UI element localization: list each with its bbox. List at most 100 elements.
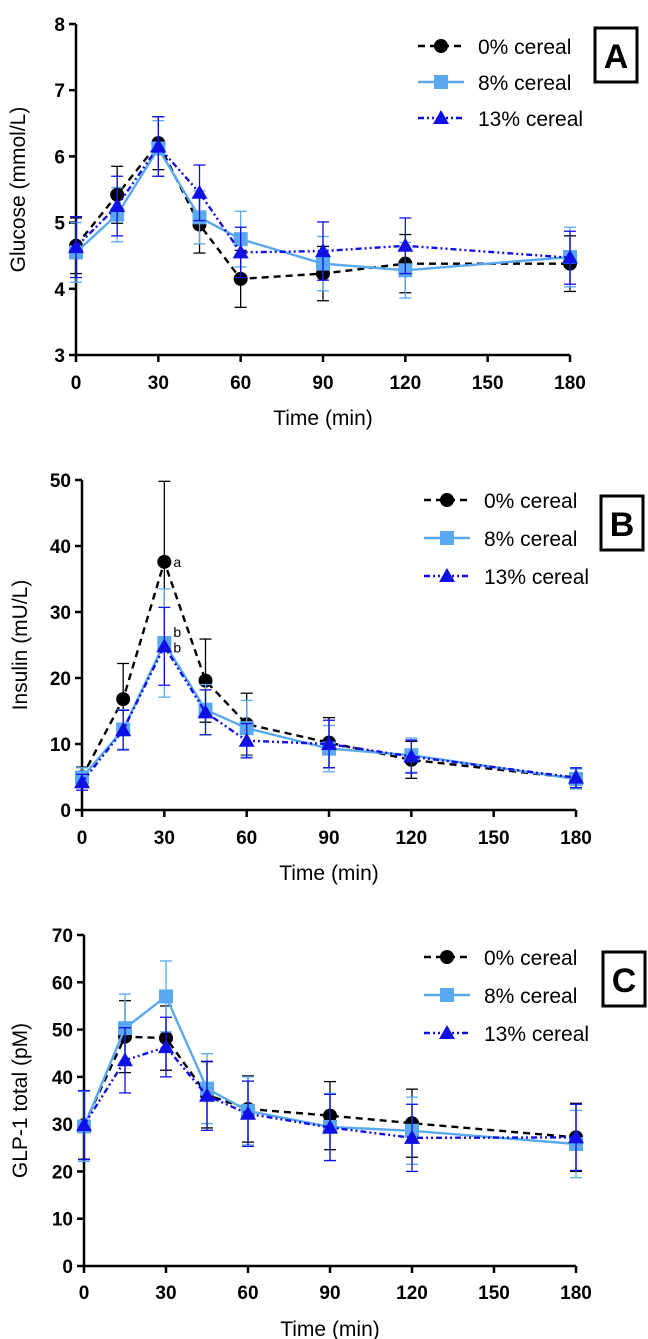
data-point-triangle [568,1129,584,1144]
legend-marker-circle [440,950,454,964]
series-line [75,146,571,272]
data-point-triangle [109,198,126,213]
x-tick-label: 90 [312,373,333,394]
x-tick-label: 120 [389,373,421,394]
series-line [75,140,570,281]
y-tick-label: 5 [54,214,65,235]
x-tick-label: 0 [79,1283,90,1304]
legend: 0% cereal 8% cereal 13% cereal [418,36,583,131]
y-tick-label: 0 [62,1257,73,1278]
annotation-label: b [173,624,181,640]
y-tick-label: 3 [54,346,65,367]
x-tick-label: 120 [395,828,427,849]
legend-label: 8% cereal [484,985,577,1008]
series-13-cereal [76,1016,584,1173]
series-13-cereal [68,116,578,285]
legend-marker-square [440,988,454,1002]
panel-b: 0 30 60 90 120 150 180 0 10 20 30 40 50 Time (min) Ins… [9,471,645,885]
x-tick-label: 120 [396,1283,428,1304]
series-13-cereal [74,606,584,791]
x-tick-label: 150 [478,1283,510,1304]
y-axis-title: Insulin (mU/L) [9,580,32,711]
y-tick-label: 30 [50,603,71,624]
x-tick-label: 90 [319,1283,340,1304]
data-point-circle [157,554,172,569]
y-tick-label: 40 [50,537,71,558]
annotation-label: a [173,554,181,570]
legend-label: 0% cereal [484,947,577,970]
data-point-triangle [397,237,414,252]
x-tick-label: 180 [560,828,592,849]
data-point-triangle [197,704,214,719]
x-axis-title: Time (min) [279,862,379,885]
panel-letter: A [604,38,629,76]
series-line [75,144,571,259]
legend-label: 13% cereal [484,1023,589,1046]
data-point-triangle [568,769,584,784]
y-tick-label: 10 [50,735,71,756]
data-point-triangle [74,774,90,789]
legend-marker-triangle [439,568,455,582]
x-tick-label: 150 [472,373,504,394]
data-point-triangle [322,1119,338,1134]
series-line [81,643,577,784]
data-point-triangle [403,748,420,763]
data-point-triangle [76,1117,92,1132]
legend-marker-square [440,531,454,545]
x-tick-label: 30 [155,1283,176,1304]
legend-label: 8% cereal [478,72,571,95]
data-point-triangle [158,1039,174,1054]
y-tick-label: 7 [54,81,65,102]
data-point-triangle [238,732,255,747]
legend-label: 8% cereal [484,528,577,551]
y-tick-label: 10 [52,1210,73,1231]
y-axis-title: Glucose (mmol/L) [7,107,30,273]
data-point-triangle [321,736,337,750]
data-point-triangle [68,239,84,254]
y-tick-label: 40 [52,1068,73,1089]
legend-label: 0% cereal [484,490,577,513]
y-tick-label: 60 [52,973,73,994]
data-point-triangle [232,244,249,259]
data-point-triangle [156,638,173,653]
data-point-triangle [117,1052,133,1067]
x-tick-label: 30 [148,373,169,394]
x-tick-label: 0 [71,373,82,394]
y-tick-label: 30 [52,1115,73,1136]
data-point-triangle [150,138,167,153]
legend: 0% cereal 8% cereal 13% cereal [424,490,589,589]
panel-letter-box [593,26,639,84]
data-point-triangle [315,243,331,258]
x-tick-label: 60 [237,1283,258,1304]
legend-label: 0% cereal [478,36,571,59]
series-line [82,1035,577,1139]
y-tick-label: 6 [54,147,65,168]
y-tick-label: 0 [60,801,71,822]
y-tick-label: 50 [50,471,71,492]
legend-marker-circle [440,493,454,507]
x-tick-label: 60 [236,828,257,849]
x-tick-label: 30 [154,828,175,849]
series-line [80,557,577,780]
data-point-triangle [240,1105,256,1120]
x-tick-label: 60 [230,373,251,394]
data-point-triangle [404,1129,420,1144]
legend-marker-triangle [439,1025,455,1039]
x-axis-title: Time (min) [280,1318,380,1339]
y-tick-label: 70 [52,926,73,947]
data-point-triangle [115,722,132,737]
legend: 0% cereal 8% cereal 13% cereal [424,947,589,1046]
data-point-triangle [562,249,578,264]
data-point-square [159,989,173,1004]
legend-label: 13% cereal [478,108,583,131]
panel-letter-box [601,950,647,1008]
x-axis-title: Time (min) [273,407,373,430]
legend-marker-circle [434,39,448,53]
x-tick-label: 0 [77,828,88,849]
annotation-label: b [173,640,181,656]
y-tick-label: 4 [54,280,65,301]
legend-marker-triangle [433,110,449,124]
y-tick-label: 20 [50,669,71,690]
x-tick-label: 150 [478,828,510,849]
